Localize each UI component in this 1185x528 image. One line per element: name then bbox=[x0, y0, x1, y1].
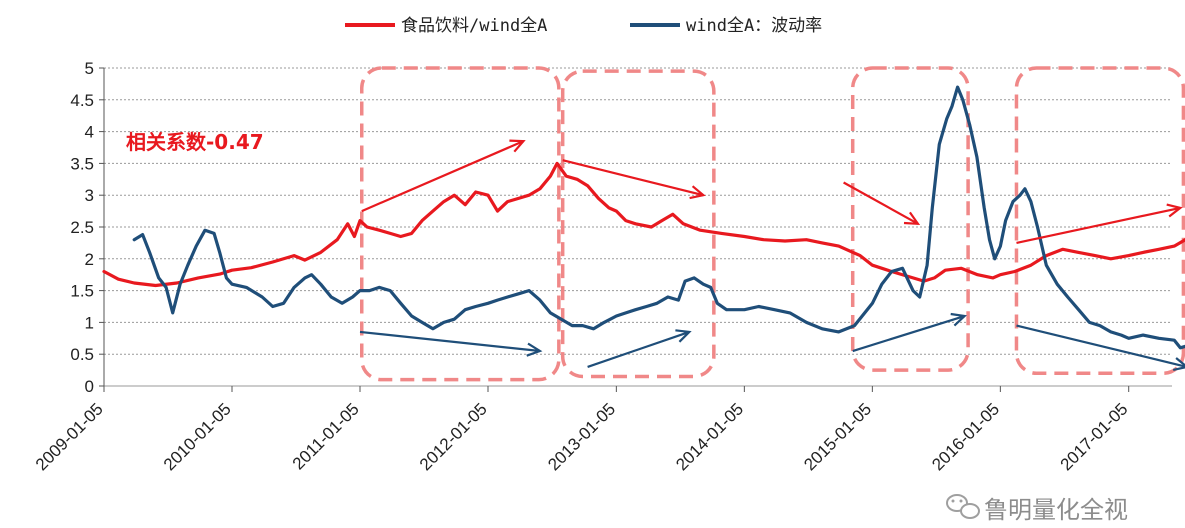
highlight-boxes bbox=[360, 66, 1185, 382]
trend-arrow-head bbox=[903, 211, 921, 226]
x-tick-label: 2015-01-05 bbox=[800, 399, 875, 474]
legend: 食品饮料/wind全A wind全A：波动率 bbox=[345, 16, 822, 36]
y-tick-label: 2.5 bbox=[70, 218, 94, 237]
trend-arrow bbox=[562, 159, 704, 197]
correlation-annotation: 相关系数-0.47 bbox=[126, 130, 264, 154]
trend-arrow-head bbox=[675, 329, 692, 343]
y-tick-label: 0.5 bbox=[70, 345, 94, 364]
y-axis-ticks: 0 0.5 1 1.5 2 2.5 3 3.5 4 4.5 5 bbox=[70, 59, 105, 396]
trend-arrow bbox=[587, 330, 690, 368]
y-tick-label: 3.5 bbox=[70, 154, 94, 173]
trend-arrow bbox=[1016, 324, 1185, 368]
y-tick-label: 3 bbox=[85, 186, 94, 205]
y-tick-label: 1.5 bbox=[70, 282, 94, 301]
watermark: 鲁明量化全视 bbox=[946, 494, 1128, 524]
x-tick-label: 2009-01-05 bbox=[32, 399, 107, 474]
x-tick-label: 2014-01-05 bbox=[672, 399, 747, 474]
highlight-box bbox=[560, 69, 716, 379]
trend-arrow-head bbox=[509, 139, 526, 153]
trend-arrow-head bbox=[1166, 203, 1183, 218]
y-tick-label: 2 bbox=[85, 250, 94, 269]
y-tick-label: 4 bbox=[85, 123, 94, 142]
x-axis-ticks: 2009-01-05 2010-01-05 2011-01-05 2012-01-05… bbox=[32, 386, 1132, 474]
trend-arrow bbox=[1016, 206, 1181, 244]
gridlines bbox=[104, 67, 1172, 387]
trend-arrow-head bbox=[1172, 357, 1185, 371]
x-tick-label: 2013-01-05 bbox=[544, 399, 619, 474]
x-tick-label: 2010-01-05 bbox=[160, 399, 235, 474]
trend-arrow bbox=[361, 140, 524, 213]
y-tick-label: 4.5 bbox=[70, 91, 94, 110]
x-tick-label: 2017-01-05 bbox=[1057, 399, 1132, 474]
y-tick-label: 0 bbox=[85, 377, 94, 396]
trend-arrow-head bbox=[950, 312, 968, 327]
watermark-text: 鲁明量化全视 bbox=[984, 496, 1128, 524]
y-tick-label: 5 bbox=[85, 59, 94, 78]
trend-arrow bbox=[359, 330, 541, 353]
legend-label-food-beverage: 食品饮料/wind全A bbox=[401, 16, 547, 36]
series-line-food-beverage bbox=[102, 161, 1185, 288]
x-tick-label: 2011-01-05 bbox=[289, 399, 363, 473]
x-tick-label: 2016-01-05 bbox=[928, 399, 1003, 474]
series-lines bbox=[102, 85, 1185, 350]
y-tick-label: 1 bbox=[85, 313, 94, 332]
trend-arrow bbox=[843, 181, 919, 225]
series-line-volatility bbox=[132, 85, 1185, 350]
highlight-box bbox=[360, 66, 561, 382]
trend-arrow-head bbox=[526, 342, 543, 357]
trend-arrows bbox=[359, 139, 1185, 371]
trend-arrow bbox=[852, 314, 965, 353]
wechat-icon bbox=[946, 494, 980, 519]
x-tick-label: 2012-01-05 bbox=[416, 399, 491, 474]
trend-arrow-head bbox=[689, 185, 706, 200]
legend-label-volatility: wind全A：波动率 bbox=[686, 16, 822, 36]
highlight-box bbox=[1014, 66, 1185, 376]
